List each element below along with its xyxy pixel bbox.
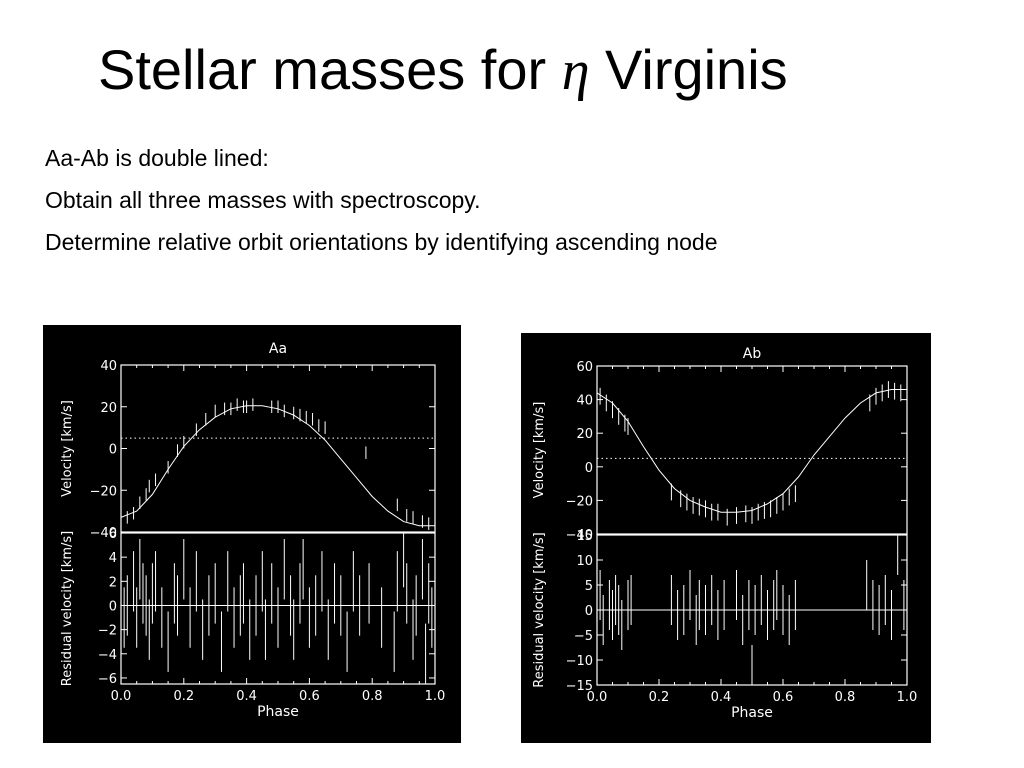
chart-panel-ab: Ab 0.0 0.2 0.4 0.6 0.8 1.0 Phase 60 40 20 0 −20 −40 15… — [521, 333, 931, 743]
aa-top-y-tick-label: 40 — [100, 359, 117, 374]
ab-x-tick-label: 0.4 — [711, 690, 732, 705]
aa-top-y-axis-label: Velocity [km/s] — [60, 400, 75, 497]
ab-bottom-y-tick-label: 15 — [576, 529, 593, 544]
ab-x-tick-label: 0.2 — [649, 690, 670, 705]
aa-top-frame — [120, 364, 436, 533]
bullet-item: Obtain all three masses with spectroscop… — [45, 187, 481, 213]
ab-x-tick-label: 0.8 — [835, 690, 856, 705]
aa-x-tick-label: 0.2 — [173, 689, 194, 704]
ab-bottom-y-tick-label: 10 — [576, 554, 593, 569]
ab-top-y-tick-label: −40 — [566, 528, 593, 543]
aa-x-tick-label: 0.8 — [362, 689, 383, 704]
ab-top-y-axis-label: Velocity [km/s] — [532, 402, 547, 499]
bullet-list: Aa-Ab is double lined: Obtain all three … — [45, 144, 718, 270]
ab-model-curve — [596, 389, 907, 513]
ab-top-y-tick-label: 20 — [576, 427, 593, 442]
aa-bottom-y-tick-label: 0 — [109, 599, 117, 614]
aa-bottom-y-tick-label: −6 — [98, 672, 117, 687]
ab-chart-title: Ab — [743, 346, 762, 362]
ab-bottom-y-tick-label: −15 — [566, 679, 593, 694]
aa-x-axis-label: Phase — [257, 704, 299, 720]
aa-bottom-y-tick-label: 2 — [109, 575, 117, 590]
aa-bottom-y-tick-label: 4 — [109, 551, 117, 566]
title-prefix: Stellar masses for — [98, 38, 562, 101]
ab-x-axis-label: Phase — [731, 705, 773, 721]
title-suffix: Virginis — [589, 38, 788, 101]
ab-bottom-y-axis-label: Residual velocity [km/s] — [532, 532, 547, 687]
chart-aa: Aa0.0 0.2 0.4 0.6 0.8 1.0Phase40200−20−406420… — [60, 341, 446, 720]
ab-bottom-y-tick-label: 0 — [585, 604, 593, 619]
ab-top-y-tick-label: −20 — [566, 494, 593, 509]
aa-x-tick-label: 1.0 — [425, 689, 446, 704]
aa-top-y-tick-label: −20 — [90, 484, 117, 499]
slide-title: Stellar masses for η Virginis — [98, 38, 788, 103]
ab-top-y-tick-label: 0 — [585, 461, 593, 476]
ab-bottom-y-tick-label: −5 — [574, 629, 593, 644]
aa-bottom-y-axis-label: Residual velocity [km/s] — [60, 531, 75, 686]
aa-top-y-tick-label: −40 — [90, 526, 117, 541]
ab-bottom-y-tick-label: 5 — [585, 579, 593, 594]
eta-symbol: η — [561, 40, 590, 102]
ab-x-tick-label: 0.6 — [773, 690, 794, 705]
chart-ab: Ab 0.0 0.2 0.4 0.6 0.8 1.0 Phase 60 40 20 0 −20 −4015… — [532, 346, 918, 721]
ab-bottom-y-tick-label: −10 — [566, 654, 593, 669]
aa-top-y-tick-label: 0 — [109, 443, 117, 458]
bullet-item: Determine relative orbit orientations by… — [45, 229, 718, 255]
ab-top-y-tick-label: 60 — [576, 360, 593, 375]
ab-x-tick-label: 0.0 — [587, 690, 608, 705]
bullet-item: Aa-Ab is double lined: — [45, 145, 269, 171]
ab-x-tick-label: 1.0 — [897, 690, 918, 705]
aa-top-y-tick-label: 20 — [100, 401, 117, 416]
ab-top-y-tick-label: 40 — [576, 394, 593, 409]
aa-bottom-y-tick-label: −4 — [98, 648, 117, 663]
aa-x-tick-label: 0.4 — [236, 689, 257, 704]
aa-x-tick-label: 0.0 — [111, 689, 132, 704]
aa-bottom-y-tick-label: 6 — [109, 527, 117, 542]
aa-bottom-y-tick-label: −2 — [98, 624, 117, 639]
aa-chart-title: Aa — [269, 341, 287, 357]
chart-panel-aa: Aa 0.0 0.2 0.4 0.6 0.8 1.0 Phase 40 20 0 −20 −40 6 4 2 0… — [43, 325, 461, 743]
aa-x-tick-label: 0.6 — [299, 689, 320, 704]
